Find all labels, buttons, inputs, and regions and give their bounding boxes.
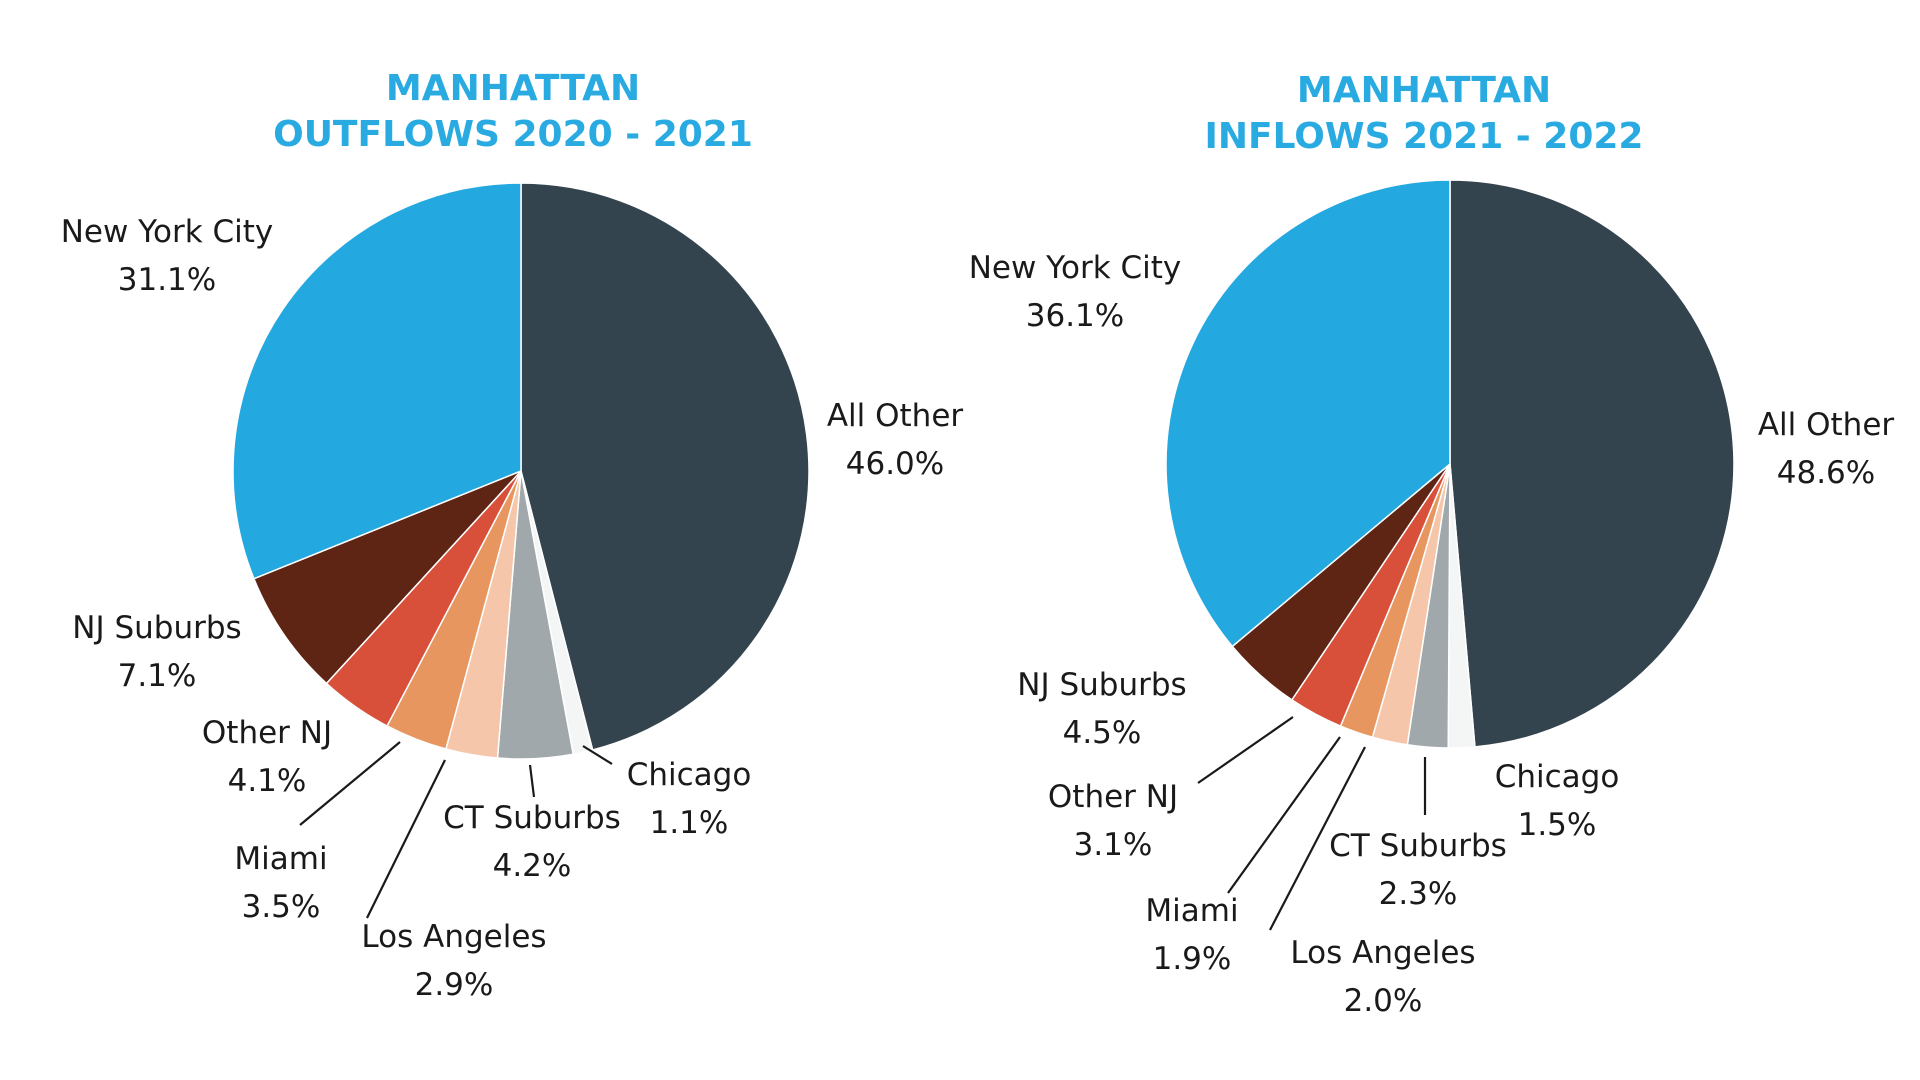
leader-line-ct-suburbs <box>528 764 536 798</box>
slice-label-name: CT Suburbs <box>443 800 621 836</box>
slice-label-name: All Other <box>1758 407 1895 443</box>
chart-title-line-1: MANHATTAN <box>386 68 640 109</box>
pie-slice-nj-suburbs <box>252 470 522 685</box>
slice-label-value: 1.9% <box>1153 941 1232 977</box>
slice-label-name: New York City <box>61 214 274 250</box>
slice-label-name: Chicago <box>627 757 752 793</box>
chart-title-line-2: INFLOWS 2021 - 2022 <box>1205 116 1644 157</box>
leader-line-los-angeles <box>366 759 446 919</box>
inflows-pie-chart: MANHATTAN INFLOWS 2021 - 2022 All Other 48.… <box>969 70 1895 1019</box>
slice-label-nj-suburbs: NJ Suburbs 4.5% <box>1017 667 1186 751</box>
slice-label-name: All Other <box>827 398 964 434</box>
leader-line-other-nj <box>1197 716 1294 784</box>
leader-line-miami <box>1227 736 1341 894</box>
pie-slice-all-other <box>520 182 810 751</box>
slice-label-miami: Miami 1.9% <box>1145 893 1238 977</box>
slice-label-value: 4.1% <box>228 763 307 799</box>
slice-label-all-other: All Other 46.0% <box>827 398 964 482</box>
slice-label-name: Chicago <box>1495 759 1620 795</box>
pie-slice-all-other <box>1449 179 1735 748</box>
slice-label-value: 48.6% <box>1777 455 1875 491</box>
slice-label-chicago: Chicago 1.1% <box>627 757 752 841</box>
slice-label-value: 1.5% <box>1518 807 1597 843</box>
slice-label-value: 4.5% <box>1063 715 1142 751</box>
chart-title-line-2: OUTFLOWS 2020 - 2021 <box>273 114 753 155</box>
slice-label-value: 1.1% <box>650 805 729 841</box>
leader-line-chicago <box>582 745 613 765</box>
slice-label-value: 2.3% <box>1379 876 1458 912</box>
outflows-pie-chart: MANHATTAN OUTFLOWS 2020 - 2021 All Other 46… <box>61 68 964 1003</box>
slice-label-value: 4.2% <box>493 848 572 884</box>
slice-label-name: Los Angeles <box>1290 935 1475 971</box>
slice-label-chicago: Chicago 1.5% <box>1495 759 1620 843</box>
slice-label-new-york-city: New York City 36.1% <box>969 250 1182 334</box>
slice-label-los-angeles: Los Angeles 2.0% <box>1290 935 1475 1019</box>
slice-label-value: 2.9% <box>415 967 494 1003</box>
pie-slice-new-york-city <box>1165 179 1451 648</box>
slice-label-los-angeles: Los Angeles 2.9% <box>361 919 546 1003</box>
slice-label-name: CT Suburbs <box>1329 828 1507 864</box>
slice-label-value: 7.1% <box>118 658 197 694</box>
slice-label-value: 31.1% <box>118 262 216 298</box>
slice-label-name: Miami <box>1145 893 1238 929</box>
slice-label-name: Los Angeles <box>361 919 546 955</box>
slice-label-miami: Miami 3.5% <box>234 841 327 925</box>
slice-label-name: Miami <box>234 841 327 877</box>
slice-label-nj-suburbs: NJ Suburbs 7.1% <box>72 610 241 694</box>
slice-label-ct-suburbs: CT Suburbs 4.2% <box>443 800 621 884</box>
slice-label-name: NJ Suburbs <box>1017 667 1186 703</box>
slice-label-other-nj: Other NJ 4.1% <box>202 715 332 799</box>
slice-label-value: 46.0% <box>846 446 944 482</box>
chart-title-line-1: MANHATTAN <box>1297 70 1551 111</box>
slice-label-ct-suburbs: CT Suburbs 2.3% <box>1329 828 1507 912</box>
slice-label-value: 2.0% <box>1344 983 1423 1019</box>
leader-line-miami <box>299 741 401 826</box>
slice-label-all-other: All Other 48.6% <box>1758 407 1895 491</box>
slice-label-name: Other NJ <box>1048 779 1178 815</box>
slice-label-new-york-city: New York City 31.1% <box>61 214 274 298</box>
leader-line-los-angeles <box>1269 746 1366 931</box>
slice-label-name: NJ Suburbs <box>72 610 241 646</box>
slice-label-value: 36.1% <box>1026 298 1124 334</box>
pie-slice-new-york-city <box>232 182 522 580</box>
slice-label-name: New York City <box>969 250 1182 286</box>
slice-label-value: 3.1% <box>1074 827 1153 863</box>
slice-label-value: 3.5% <box>242 889 321 925</box>
slice-label-other-nj: Other NJ 3.1% <box>1048 779 1178 863</box>
slice-label-name: Other NJ <box>202 715 332 751</box>
